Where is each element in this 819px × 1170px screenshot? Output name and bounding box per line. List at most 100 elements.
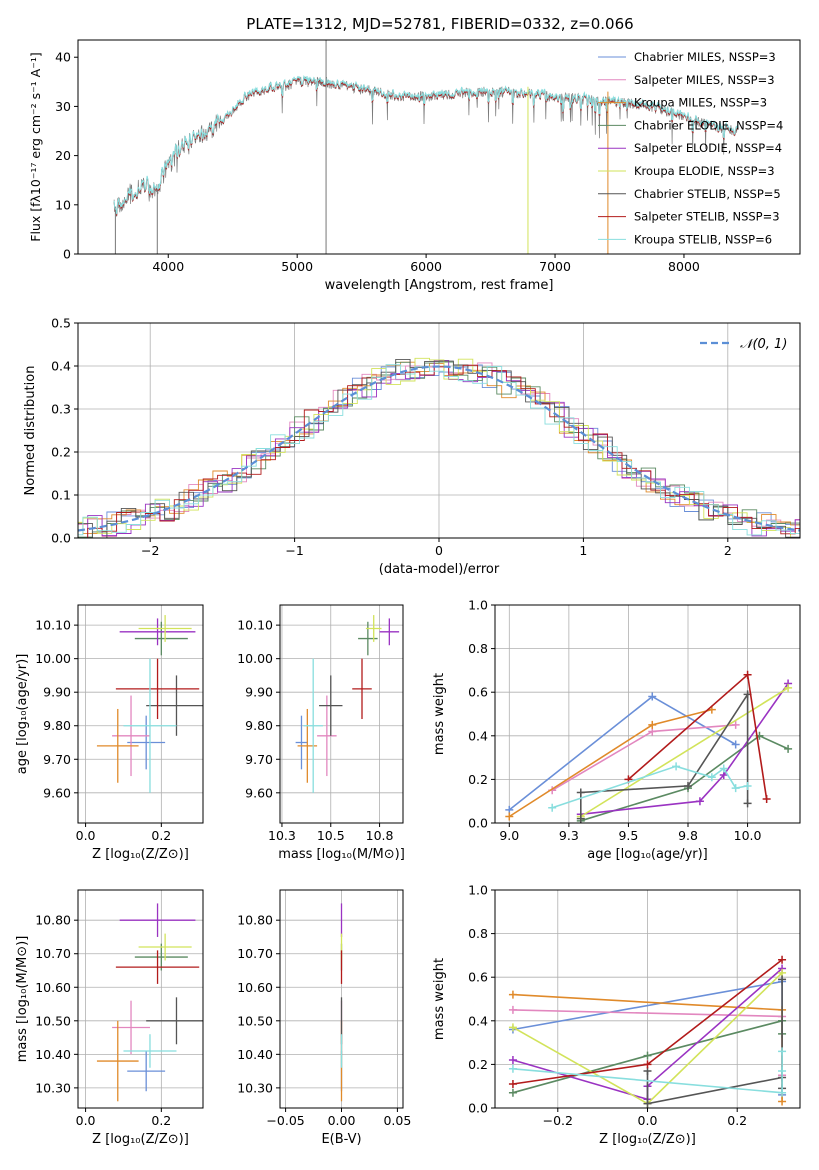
- data-point: [672, 762, 681, 771]
- point-salpeter-stelib: [352, 658, 372, 720]
- data-point: [778, 1047, 787, 1056]
- normal-curve: [78, 365, 800, 532]
- point-kroupa-miles: [96, 1020, 139, 1102]
- x-tick-label: 9.0: [499, 828, 519, 843]
- y-tick-label: 40: [55, 50, 71, 65]
- x-tick-label: −0.2: [543, 1113, 573, 1128]
- x-tick-label: 10.3: [268, 828, 296, 843]
- data-point: [505, 812, 514, 821]
- x-axis-label: Z [log₁₀(Z/Z⊙)]: [92, 1132, 189, 1147]
- y-tick-label: 0.0: [468, 816, 488, 831]
- x-tick-label: −1: [285, 543, 303, 558]
- plot-area-residuals: [78, 357, 800, 538]
- x-tick-label: 0.05: [383, 1113, 411, 1128]
- legend-label: Salpeter MILES, NSSP=3: [634, 73, 775, 87]
- point-kroupa-miles: [297, 708, 318, 783]
- data-point: [778, 1066, 787, 1075]
- x-axis-label: age [log₁₀(age/yr)]: [587, 847, 708, 862]
- x-tick-label: 4000: [152, 259, 184, 274]
- x-tick-label: 0.0: [76, 1113, 96, 1128]
- plot-area-weight-vs-z: [508, 955, 787, 1108]
- x-tick-label: 8000: [668, 259, 700, 274]
- legend-label: Kroupa MILES, NSSP=3: [634, 96, 767, 110]
- plot-area-age-vs-mass: [295, 615, 400, 793]
- y-tick-label: 9.60: [43, 785, 71, 800]
- y-tick-label: 10.60: [237, 980, 273, 995]
- x-tick-label: 0.0: [76, 828, 96, 843]
- histogram-chabrier-elodie: [78, 361, 800, 538]
- axes-frame: [494, 604, 801, 824]
- legend-label: Salpeter STELIB, NSSP=3: [634, 210, 780, 224]
- data-point: [743, 670, 752, 679]
- x-tick-label: 2: [724, 543, 732, 558]
- series-salpeter-stelib: [624, 670, 771, 804]
- series-line: [508, 695, 737, 811]
- point-chabrier-miles: [295, 715, 308, 770]
- y-tick-label: 10.10: [237, 618, 273, 633]
- legend-label-normal: 𝒩(0, 1): [740, 337, 787, 352]
- data-point: [508, 1023, 517, 1032]
- y-tick-label: 0.8: [468, 641, 488, 656]
- x-tick-label: 10.0: [734, 828, 762, 843]
- y-tick-label: 20: [55, 148, 71, 163]
- data-point: [743, 799, 752, 808]
- plot-area-weight-vs-age: [505, 670, 793, 823]
- y-tick-label: 10.40: [35, 1047, 71, 1062]
- y-tick-label: 10.80: [35, 913, 71, 928]
- y-tick-label: 9.70: [43, 752, 71, 767]
- axes-frame: [279, 604, 404, 824]
- data-point: [778, 975, 787, 984]
- axes-frame: [77, 889, 204, 1109]
- point-kroupa-elodie: [138, 615, 192, 642]
- plot-area-age-vs-z: [96, 615, 203, 793]
- point-salpeter-stelib: [115, 658, 200, 720]
- y-tick-label: 0.2: [468, 1057, 488, 1072]
- y-tick-label: 0.2: [468, 772, 488, 787]
- legend: Chabrier MILES, NSSP=3 Salpeter MILES, NS…: [598, 50, 783, 246]
- x-tick-label: 10.8: [366, 828, 394, 843]
- spectrum-model-line: [113, 75, 739, 215]
- y-tick-label: 10.10: [35, 618, 71, 633]
- panel-spectrum: 4000 5000 6000 7000 8000 0 10 20 30 40 wavelength …: [28, 39, 801, 293]
- data-point: [508, 1080, 517, 1089]
- y-tick-label: 10: [55, 197, 71, 212]
- y-axis-label: mass weight: [432, 958, 447, 1040]
- legend-label: Kroupa ELODIE, NSSP=3: [634, 164, 775, 178]
- point-kroupa-miles: [96, 708, 139, 783]
- data-point: [508, 1088, 517, 1097]
- x-axis-label: Z [log₁₀(Z/Z⊙)]: [599, 1132, 696, 1147]
- panel-mass-vs-z: 0.0 0.2 10.30 10.40 10.50 10.60 10.70 10.80 Z [l…: [15, 889, 204, 1147]
- point-salpeter-miles: [317, 695, 337, 777]
- y-tick-label: 10.70: [237, 946, 273, 961]
- point-chabrier-miles: [127, 1050, 166, 1092]
- y-tick-label: 9.70: [245, 752, 273, 767]
- x-tick-label: 1: [579, 543, 587, 558]
- data-point: [731, 740, 740, 749]
- series-kroupa-stelib: [548, 762, 752, 812]
- series-line: [508, 708, 712, 818]
- x-tick-label: 7000: [539, 259, 571, 274]
- histogram-kroupa-miles: [78, 361, 800, 535]
- point-salpeter-elodie: [119, 618, 196, 646]
- x-tick-label: 0.2: [727, 1113, 747, 1128]
- point-chabrier-miles: [127, 715, 166, 770]
- legend-label: Kroupa STELIB, NSSP=6: [634, 232, 772, 246]
- data-point: [707, 773, 716, 782]
- data-point: [648, 720, 657, 729]
- point-kroupa-elodie: [138, 933, 192, 961]
- data-point: [784, 683, 793, 692]
- y-axis-label: Normed distribution: [23, 366, 38, 496]
- data-point: [743, 781, 752, 790]
- data-point: [643, 1060, 652, 1069]
- point-chabrier-stelib: [146, 675, 203, 736]
- histogram-kroupa-elodie: [78, 357, 800, 538]
- x-tick-label: 6000: [410, 259, 442, 274]
- y-tick-label: 0.0: [468, 1101, 488, 1116]
- histogram-kroupa-stelib: [78, 364, 800, 536]
- point-chabrier-stelib: [146, 997, 203, 1045]
- legend-label: Chabrier STELIB, NSSP=5: [634, 187, 781, 201]
- series-line: [551, 724, 736, 791]
- y-tick-label: 0.8: [468, 926, 488, 941]
- data-point: [784, 744, 793, 753]
- data-point: [731, 720, 740, 729]
